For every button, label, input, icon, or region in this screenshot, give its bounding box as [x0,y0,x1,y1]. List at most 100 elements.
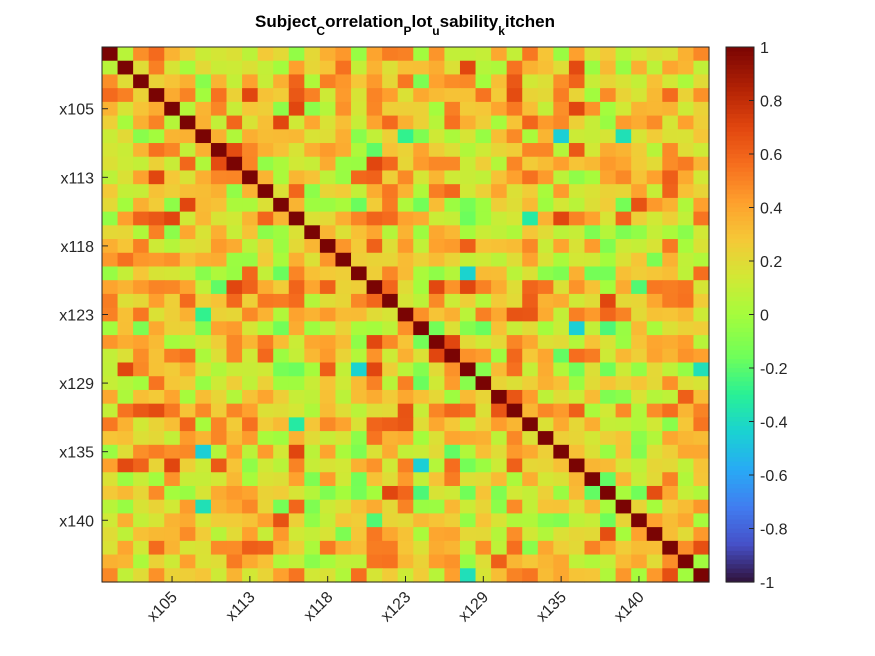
heatmap-cell [133,540,150,556]
heatmap-cell [475,568,492,583]
heatmap-cell [522,527,539,542]
colorbar-band [726,372,754,378]
heatmap-cell [366,307,383,322]
heatmap-cell [568,156,586,172]
heatmap-cell [693,540,710,556]
heatmap-cell [459,60,477,76]
heatmap-cell [693,527,710,542]
heatmap-cell [179,197,196,213]
heatmap-cell [257,101,274,117]
heatmap-cell [662,431,679,446]
heatmap-cell [600,389,617,405]
heatmap-cell [537,527,554,542]
heatmap-cell [646,348,663,364]
heatmap-cell [444,417,461,432]
heatmap-cell [428,458,446,473]
heatmap-cell [568,74,586,89]
colorbar-band [726,87,754,93]
heatmap-cell [242,143,259,158]
heatmap-cell [646,472,663,487]
colorbar-band [726,318,754,325]
heatmap-cell [319,472,337,487]
heatmap-cell [179,403,196,418]
heatmap-cell [273,389,290,405]
colorbar-band [726,149,754,155]
heatmap-cell [242,376,259,391]
heatmap-cell [413,170,430,185]
heatmap-cell [506,362,523,377]
heatmap-cell [537,458,554,473]
heatmap-cell [428,239,446,254]
heatmap-cell [133,280,150,295]
heatmap-cell [459,362,477,377]
heatmap-cell [335,239,352,254]
heatmap-cell [662,280,679,295]
colorbar-band [726,154,754,160]
heatmap-cell [646,568,663,583]
heatmap-cell [319,485,337,501]
heatmap-cell [506,376,523,391]
colorbar-band [726,434,754,440]
heatmap-cell [226,266,243,281]
heatmap-cell [537,293,554,309]
heatmap-cell [475,485,492,501]
heatmap-cell [600,252,617,268]
heatmap-cell [226,293,243,309]
heatmap-cell [397,143,414,158]
heatmap-cell [148,540,165,556]
heatmap-cell [397,540,414,556]
heatmap-cell [382,485,399,501]
colorbar-band [726,278,754,284]
heatmap-cell [615,335,632,350]
heatmap-cell [226,129,243,144]
heatmap-cell [522,239,539,254]
heatmap-cell [133,335,150,350]
heatmap-cell [568,458,586,473]
heatmap-cell [491,403,508,418]
heatmap-cell [428,47,446,62]
heatmap-cell [366,211,383,226]
heatmap-cell [631,143,648,158]
heatmap-cell [210,74,228,89]
heatmap-cell [288,458,305,473]
heatmap-cell [179,143,196,158]
heatmap-cell [351,472,368,487]
heatmap-cell [148,156,165,172]
heatmap-cell [304,389,321,405]
heatmap-cell [506,458,523,473]
colorbar-band [726,537,754,543]
heatmap-cell [615,88,632,103]
heatmap-cell [459,568,477,583]
heatmap-cell [584,143,601,158]
heatmap-cell [428,348,446,364]
heatmap-cell [335,376,352,391]
heatmap-cell [553,156,570,172]
heatmap-cell [428,74,446,89]
heatmap-cell [179,266,196,281]
heatmap-cell [475,376,492,391]
colorbar-band [726,64,754,70]
heatmap-cell [351,252,368,268]
heatmap-cell [600,472,617,487]
heatmap-cell [319,211,337,226]
heatmap-cell [584,280,601,295]
heatmap-cell [662,74,679,89]
heatmap-cell [662,403,679,418]
heatmap-cell [319,321,337,336]
heatmap-cell [568,129,586,144]
heatmap-cell [304,129,321,144]
heatmap-cell [600,88,617,103]
heatmap-cell [600,403,617,418]
heatmap-cell [662,225,679,240]
heatmap-cell [459,499,477,515]
heatmap-cell [319,417,337,432]
heatmap-cell [242,74,259,89]
heatmap-cell [693,197,710,213]
heatmap-cell [210,197,228,213]
heatmap-cell [257,47,274,62]
heatmap-cell [491,376,508,391]
heatmap-cell [444,225,461,240]
heatmap-cell [273,143,290,158]
heatmap-cell [195,568,212,583]
x-axis: x105 x113 x118 x123 x129 x135 x140 [144,576,648,625]
